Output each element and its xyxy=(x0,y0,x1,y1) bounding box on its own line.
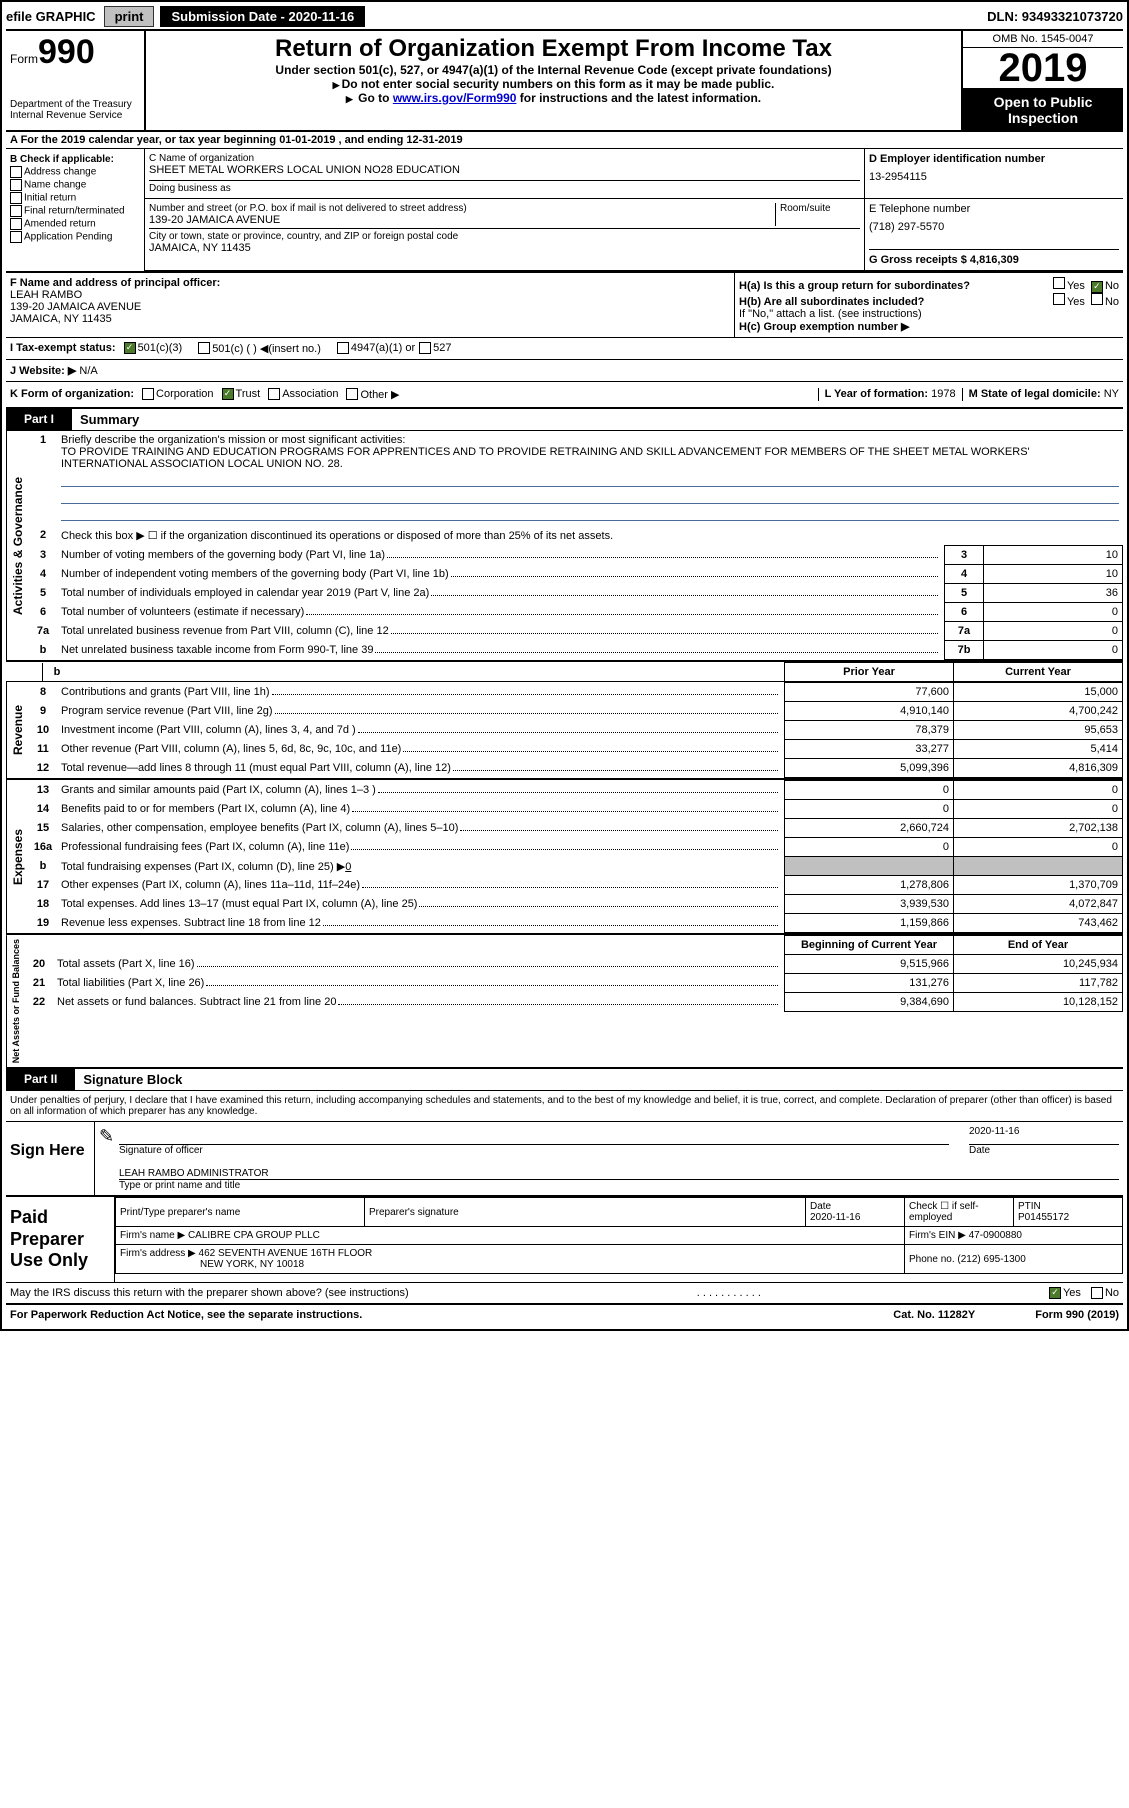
table-row: 7aTotal unrelated business revenue from … xyxy=(29,622,1123,641)
table-row: 11Other revenue (Part VIII, column (A), … xyxy=(29,740,1123,759)
governance-side-label: Activities & Governance xyxy=(6,431,29,660)
tax-period: A For the 2019 calendar year, or tax yea… xyxy=(6,132,1123,149)
kform-row: K Form of organization: Corporation Trus… xyxy=(6,382,1123,409)
header-right: OMB No. 1545-0047 2019 Open to Public In… xyxy=(961,31,1123,130)
discuss-row: May the IRS discuss this return with the… xyxy=(6,1282,1123,1305)
officer-row: F Name and address of principal officer:… xyxy=(6,273,1123,338)
note-ssn: Do not enter social security numbers on … xyxy=(154,77,953,91)
sign-content: ✎ Signature of officer 2020-11-16 Date xyxy=(95,1122,1123,1195)
header-center: Return of Organization Exempt From Incom… xyxy=(146,31,961,130)
sign-block: Sign Here ✎ Signature of officer 2020-11… xyxy=(6,1122,1123,1197)
opt-initial-return: Initial return xyxy=(10,192,140,204)
form-container: efile GRAPHIC print Submission Date - 20… xyxy=(0,0,1129,1331)
col-b: B Check if applicable: Address change Na… xyxy=(6,149,145,271)
table-row: 15Salaries, other compensation, employee… xyxy=(29,819,1123,838)
table-row: 12Total revenue—add lines 8 through 11 (… xyxy=(29,759,1123,778)
table-row: 5Total number of individuals employed in… xyxy=(29,584,1123,603)
sign-here-label: Sign Here xyxy=(6,1122,95,1195)
paid-label: Paid Preparer Use Only xyxy=(6,1197,115,1282)
table-row: 16aProfessional fundraising fees (Part I… xyxy=(29,838,1123,857)
addr-block: Number and street (or P.O. box if mail i… xyxy=(145,199,865,270)
governance-section: Activities & Governance 1 Briefly descri… xyxy=(6,431,1123,662)
submission-date: Submission Date - 2020-11-16 xyxy=(160,6,365,27)
ein-block: D Employer identification number 13-2954… xyxy=(865,149,1123,198)
top-bar: efile GRAPHIC print Submission Date - 20… xyxy=(6,6,1123,31)
paid-block: Paid Preparer Use Only Print/Type prepar… xyxy=(6,1197,1123,1282)
print-button[interactable]: print xyxy=(104,6,155,27)
expenses-side-label: Expenses xyxy=(6,780,29,933)
header-row: Form990 Department of the Treasury Inter… xyxy=(6,31,1123,132)
revenue-side-label: Revenue xyxy=(6,682,29,778)
tel-block: E Telephone number (718) 297-5570 G Gros… xyxy=(865,199,1123,270)
expenses-table: 13Grants and similar amounts paid (Part … xyxy=(29,780,1123,933)
revenue-table: 8Contributions and grants (Part VIII, li… xyxy=(29,682,1123,778)
dln: DLN: 93493321073720 xyxy=(987,9,1123,24)
efile-label: efile GRAPHIC xyxy=(6,9,96,24)
officer-right: H(a) Is this a group return for subordin… xyxy=(735,273,1123,337)
table-row: 3Number of voting members of the governi… xyxy=(29,546,1123,565)
part1-header: Part I Summary xyxy=(6,409,1123,431)
revenue-section: Revenue 8Contributions and grants (Part … xyxy=(6,682,1123,780)
table-row: 19Revenue less expenses. Subtract line 1… xyxy=(29,914,1123,933)
opt-application-pending: Application Pending xyxy=(10,231,140,243)
irs-link[interactable]: www.irs.gov/Form990 xyxy=(393,91,517,105)
website-row: J Website: ▶ N/A xyxy=(6,360,1123,382)
footer-row: For Paperwork Reduction Act Notice, see … xyxy=(6,1305,1123,1325)
opt-amended-return: Amended return xyxy=(10,218,140,230)
table-row: 21Total liabilities (Part X, line 26)131… xyxy=(25,974,1123,993)
governance-table: 3Number of voting members of the governi… xyxy=(29,545,1123,660)
tax-year: 2019 xyxy=(963,48,1123,90)
org-name-block: C Name of organization SHEET METAL WORKE… xyxy=(145,149,865,198)
declaration: Under penalties of perjury, I declare th… xyxy=(6,1091,1123,1122)
entity-block: B Check if applicable: Address change Na… xyxy=(6,149,1123,273)
netassets-section: Net Assets or Fund Balances Beginning of… xyxy=(6,935,1123,1069)
table-row: 10Investment income (Part VIII, column (… xyxy=(29,721,1123,740)
netassets-side-label: Net Assets or Fund Balances xyxy=(6,935,25,1067)
header-left: Form990 Department of the Treasury Inter… xyxy=(6,31,146,130)
table-row: 8Contributions and grants (Part VIII, li… xyxy=(29,683,1123,702)
table-row: 18Total expenses. Add lines 13–17 (must … xyxy=(29,895,1123,914)
netassets-table: Beginning of Current Year End of Year 20… xyxy=(25,935,1123,1012)
opt-name-change: Name change xyxy=(10,179,140,191)
form-number: 990 xyxy=(38,33,95,71)
officer-left: F Name and address of principal officer:… xyxy=(6,273,735,337)
table-row: 22Net assets or fund balances. Subtract … xyxy=(25,993,1123,1012)
table-row: 6Total number of volunteers (estimate if… xyxy=(29,603,1123,622)
rev-exp-header: b Prior Year Current Year xyxy=(6,662,1123,682)
table-row: 20Total assets (Part X, line 16)9,515,96… xyxy=(25,955,1123,974)
table-row: 13Grants and similar amounts paid (Part … xyxy=(29,781,1123,800)
table-row: 4Number of independent voting members of… xyxy=(29,565,1123,584)
irs-label: Internal Revenue Service xyxy=(10,110,140,121)
table-row: 9Program service revenue (Part VIII, lin… xyxy=(29,702,1123,721)
dept-label: Department of the Treasury xyxy=(10,99,140,110)
inspection-label: Open to Public Inspection xyxy=(963,90,1123,130)
group-exemption: H(c) Group exemption number ▶ xyxy=(739,320,1119,333)
form-subtitle: Under section 501(c), 527, or 4947(a)(1)… xyxy=(154,63,953,77)
table-row: 14Benefits paid to or for members (Part … xyxy=(29,800,1123,819)
opt-final-return: Final return/terminated xyxy=(10,205,140,217)
part2-header: Part II Signature Block xyxy=(6,1069,1123,1091)
form-title: Return of Organization Exempt From Incom… xyxy=(154,35,953,63)
note-link: Go to www.irs.gov/Form990 for instructio… xyxy=(154,91,953,105)
expenses-section: Expenses 13Grants and similar amounts pa… xyxy=(6,780,1123,935)
col-c: C Name of organization SHEET METAL WORKE… xyxy=(145,149,1123,271)
paid-table: Print/Type preparer's name Preparer's si… xyxy=(115,1197,1123,1274)
table-row: 17Other expenses (Part IX, column (A), l… xyxy=(29,876,1123,895)
opt-address-change: Address change xyxy=(10,166,140,178)
table-row: bNet unrelated business taxable income f… xyxy=(29,641,1123,660)
tax-status-row: I Tax-exempt status: 501(c)(3) 501(c) ( … xyxy=(6,338,1123,360)
